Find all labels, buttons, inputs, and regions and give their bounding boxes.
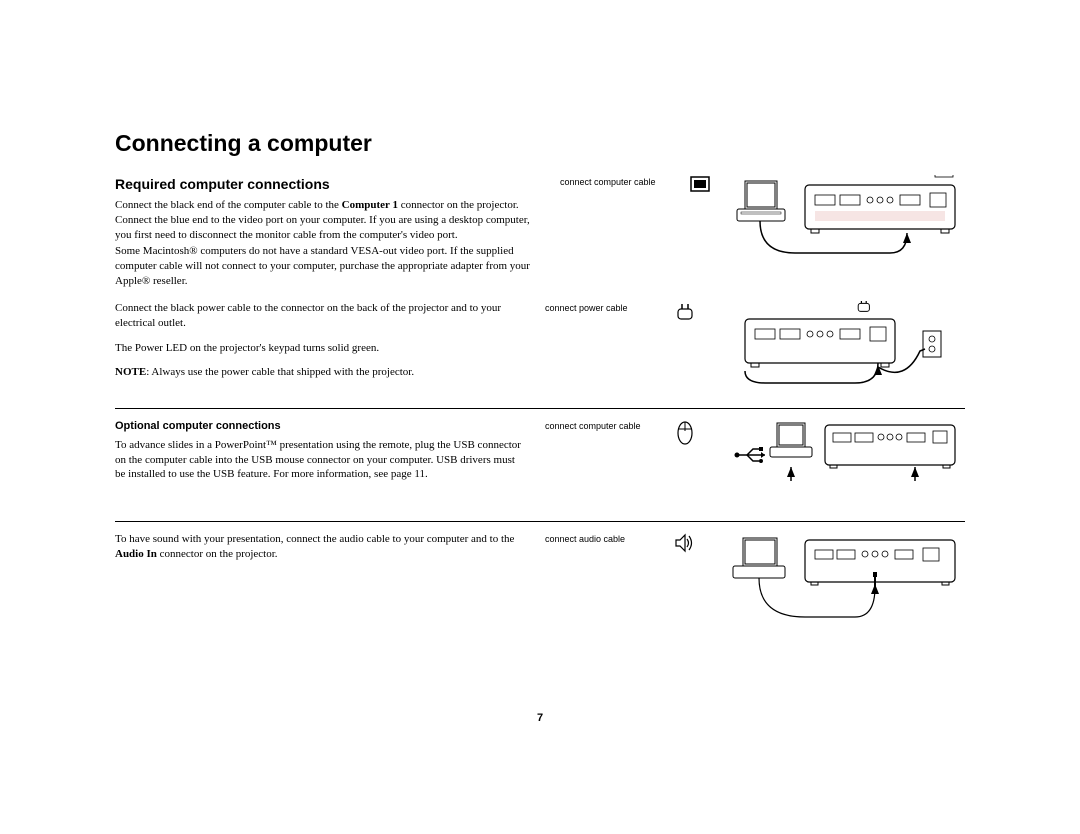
diagram-computer-cable <box>735 175 965 270</box>
diagram-audio-cable <box>715 532 965 632</box>
page-number: 7 <box>0 712 1080 724</box>
mouse-icon <box>675 419 695 445</box>
diagram-usb-cable <box>715 419 965 509</box>
speaker-icon <box>674 532 696 554</box>
fig1-caption: connect computer cable <box>560 177 670 187</box>
diagram-power-cable <box>715 301 965 396</box>
monitor-icon <box>689 175 711 197</box>
required-heading: Required computer connections <box>115 175 540 194</box>
section-divider <box>115 408 965 409</box>
page-title: Connecting a computer <box>115 130 965 157</box>
required-text-2: Connect the black power cable to the con… <box>115 301 525 382</box>
optional-text-1: Optional computer connections To advance… <box>115 419 525 484</box>
optional-heading: Optional computer connections <box>115 419 525 434</box>
fig2-caption: connect power cable <box>545 303 655 313</box>
fig3-caption: connect computer cable <box>545 421 655 431</box>
plug-icon <box>674 301 696 323</box>
fig4-caption: connect audio cable <box>545 534 655 544</box>
section-divider-2 <box>115 521 965 522</box>
optional-text-2: To have sound with your presentation, co… <box>115 532 525 564</box>
required-text-1: Required computer connections Connect th… <box>115 175 540 291</box>
